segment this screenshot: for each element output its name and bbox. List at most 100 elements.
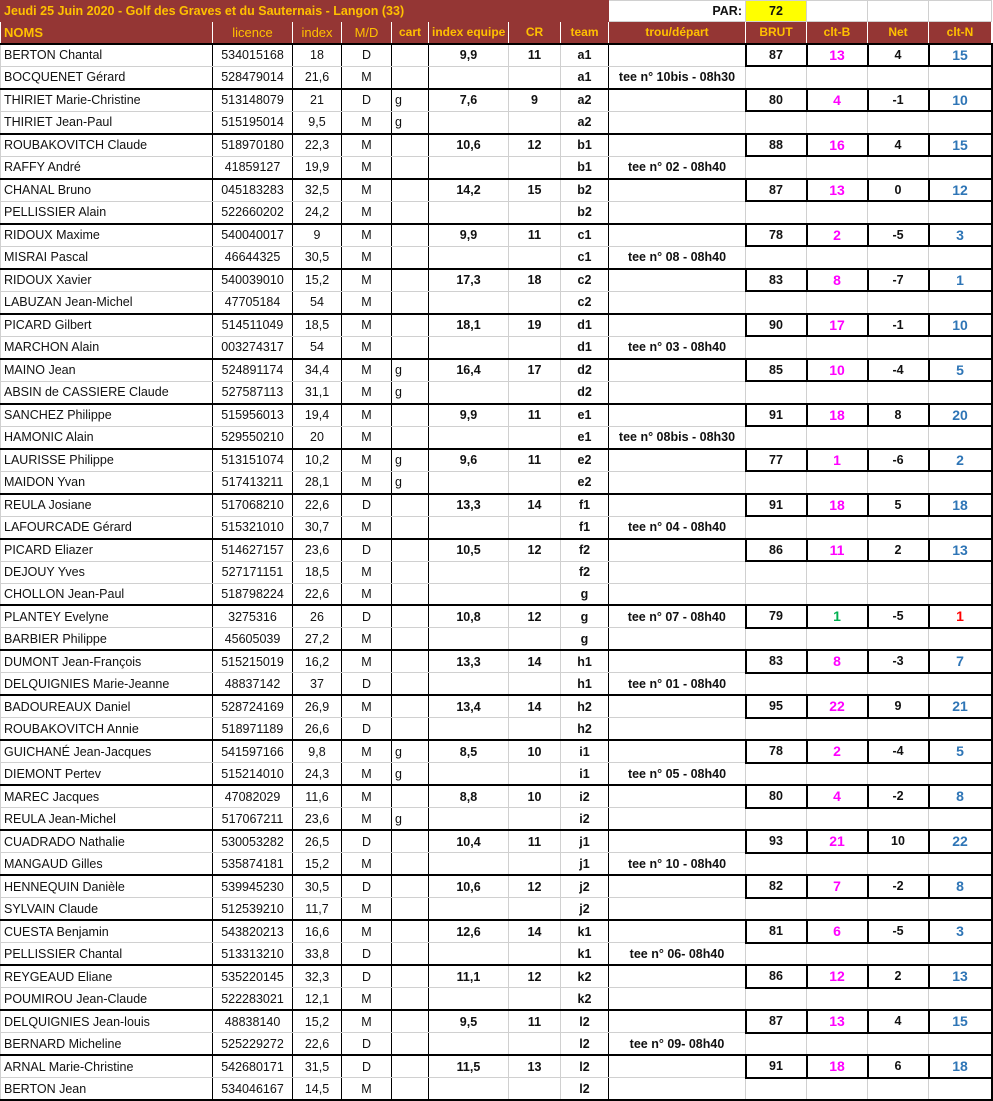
- cell-clt-b[interactable]: [806, 627, 868, 651]
- cell-net[interactable]: [867, 290, 929, 315]
- cell-md[interactable]: D: [341, 88, 392, 112]
- cell-cr[interactable]: 12: [508, 964, 561, 988]
- header-cr[interactable]: CR: [508, 21, 561, 45]
- cell-name[interactable]: MAREC Jacques: [0, 784, 213, 808]
- cell-cr[interactable]: 12: [508, 538, 561, 562]
- cell-clt-b[interactable]: 4: [805, 87, 869, 112]
- cell-net[interactable]: [867, 560, 929, 584]
- cell-index[interactable]: 10,2: [292, 448, 342, 472]
- cell-brut[interactable]: [745, 942, 807, 966]
- cell-name[interactable]: BERNARD Micheline: [0, 1032, 213, 1056]
- cell-md[interactable]: M: [341, 448, 392, 472]
- cell-cr[interactable]: [508, 110, 561, 135]
- cell-clt-n[interactable]: [928, 380, 993, 405]
- cell-trou-depart[interactable]: [608, 200, 746, 225]
- cell-cart[interactable]: [391, 852, 429, 876]
- cell-brut[interactable]: [745, 897, 807, 921]
- cell-trou-depart[interactable]: tee n° 08 - 08h40: [608, 245, 746, 270]
- empty-cell[interactable]: [806, 0, 868, 22]
- cell-index[interactable]: 26,5: [292, 829, 342, 853]
- cell-clt-b[interactable]: [806, 807, 868, 831]
- cell-licence[interactable]: 515195014: [212, 110, 293, 135]
- cell-licence[interactable]: 517413211: [212, 470, 293, 495]
- cell-name[interactable]: LAFOURCADE Gérard: [0, 515, 213, 540]
- cell-cr[interactable]: 11: [508, 43, 561, 67]
- cell-index-equipe[interactable]: 8,5: [428, 739, 509, 763]
- cell-cart[interactable]: [391, 604, 429, 628]
- cell-trou-depart[interactable]: [608, 1054, 746, 1078]
- cell-clt-b[interactable]: 13: [805, 42, 869, 67]
- header-net[interactable]: Net: [867, 21, 929, 45]
- cell-clt-b[interactable]: 8: [805, 649, 869, 674]
- cell-clt-n[interactable]: 5: [927, 739, 993, 764]
- cell-name[interactable]: THIRIET Marie-Christine: [0, 88, 213, 112]
- cell-brut[interactable]: 87: [744, 1009, 808, 1034]
- cell-index-equipe[interactable]: 10,4: [428, 829, 509, 853]
- cell-clt-n[interactable]: [928, 245, 993, 270]
- cell-clt-n[interactable]: [928, 1032, 993, 1056]
- cell-brut[interactable]: 78: [744, 739, 808, 764]
- cell-team[interactable]: l2: [560, 1032, 609, 1056]
- cell-team[interactable]: e2: [560, 448, 609, 472]
- cell-cart[interactable]: [391, 1077, 429, 1101]
- cell-clt-n[interactable]: [928, 425, 993, 450]
- cell-clt-b[interactable]: 6: [805, 919, 869, 944]
- cell-brut[interactable]: 83: [744, 267, 808, 292]
- cell-clt-b[interactable]: 18: [805, 492, 869, 517]
- cell-cart[interactable]: g: [391, 739, 429, 763]
- cell-licence[interactable]: 518970180: [212, 133, 293, 157]
- cell-clt-n[interactable]: 12: [927, 177, 993, 202]
- cell-index[interactable]: 15,2: [292, 1009, 342, 1033]
- cell-cr[interactable]: [508, 200, 561, 225]
- cell-net[interactable]: 2: [866, 964, 930, 989]
- cell-cart[interactable]: [391, 133, 429, 157]
- cell-team[interactable]: l2: [560, 1009, 609, 1033]
- cell-net[interactable]: [867, 110, 929, 135]
- cell-trou-depart[interactable]: tee n° 08bis - 08h30: [608, 425, 746, 450]
- cell-licence[interactable]: 513148079: [212, 88, 293, 112]
- cell-cr[interactable]: [508, 582, 561, 606]
- sheet-title[interactable]: Jeudi 25 Juin 2020 - Golf des Graves et …: [0, 0, 609, 22]
- cell-brut[interactable]: [745, 807, 807, 831]
- cell-team[interactable]: c2: [560, 290, 609, 315]
- cell-licence[interactable]: 46644325: [212, 245, 293, 270]
- cell-licence[interactable]: 524891174: [212, 358, 293, 382]
- cell-net[interactable]: 9: [866, 694, 930, 719]
- cell-team[interactable]: k1: [560, 942, 609, 966]
- cell-team[interactable]: e2: [560, 470, 609, 495]
- cell-team[interactable]: b2: [560, 178, 609, 202]
- cell-name[interactable]: ABSIN de CASSIERE Claude: [0, 380, 213, 405]
- cell-index[interactable]: 31,5: [292, 1054, 342, 1078]
- cell-cart[interactable]: [391, 672, 429, 696]
- cell-name[interactable]: MARCHON Alain: [0, 335, 213, 360]
- cell-trou-depart[interactable]: [608, 290, 746, 315]
- cell-brut[interactable]: [745, 65, 807, 90]
- cell-clt-n[interactable]: 22: [927, 829, 993, 854]
- cell-net[interactable]: 4: [866, 132, 930, 157]
- cell-licence[interactable]: 525229272: [212, 1032, 293, 1056]
- cell-index-equipe[interactable]: [428, 852, 509, 876]
- cell-team[interactable]: g: [560, 604, 609, 628]
- cell-licence[interactable]: 527587113: [212, 380, 293, 405]
- cell-index-equipe[interactable]: [428, 110, 509, 135]
- cell-team[interactable]: h1: [560, 672, 609, 696]
- cell-clt-b[interactable]: [806, 335, 868, 360]
- cell-index[interactable]: 34,4: [292, 358, 342, 382]
- header-licence[interactable]: licence: [212, 21, 293, 45]
- cell-cart[interactable]: [391, 784, 429, 808]
- cell-index[interactable]: 21: [292, 88, 342, 112]
- cell-net[interactable]: [867, 335, 929, 360]
- cell-md[interactable]: D: [341, 964, 392, 988]
- cell-clt-b[interactable]: [806, 245, 868, 270]
- cell-licence[interactable]: 529550210: [212, 425, 293, 450]
- cell-team[interactable]: d1: [560, 313, 609, 337]
- cell-cr[interactable]: 13: [508, 1054, 561, 1078]
- cell-cr[interactable]: 9: [508, 88, 561, 112]
- cell-index[interactable]: 15,2: [292, 852, 342, 876]
- cell-clt-n[interactable]: [928, 65, 993, 90]
- cell-team[interactable]: j1: [560, 829, 609, 853]
- cell-name[interactable]: HENNEQUIN Danièle: [0, 874, 213, 898]
- cell-licence[interactable]: 515215019: [212, 649, 293, 673]
- cell-trou-depart[interactable]: [608, 403, 746, 427]
- cell-index-equipe[interactable]: [428, 425, 509, 450]
